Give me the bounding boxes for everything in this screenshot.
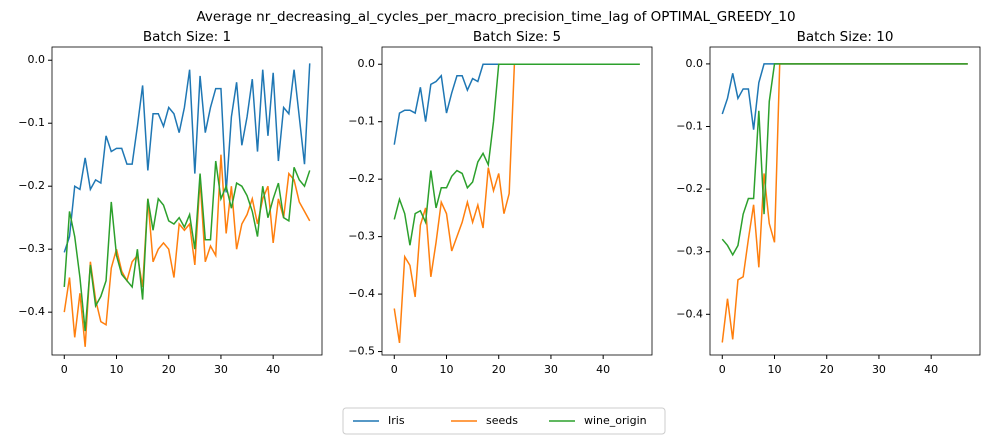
x-tick-label: 20 <box>820 363 834 376</box>
legend-label: wine_origin <box>584 414 647 427</box>
x-tick-label: 30 <box>872 363 886 376</box>
y-tick-label: −0.1 <box>18 116 45 129</box>
y-tick-label: −0.2 <box>18 179 45 192</box>
plot-area <box>721 63 968 343</box>
data-line <box>393 63 640 246</box>
y-tick-label: −0.4 <box>676 307 703 320</box>
x-tick-label: 0 <box>391 363 398 376</box>
x-tick-label: 0 <box>61 363 68 376</box>
axes-frame <box>51 46 323 356</box>
x-tick-label: 10 <box>767 363 781 376</box>
data-line <box>721 63 968 343</box>
x-tick-label: 30 <box>214 363 228 376</box>
y-tick-label: −0.1 <box>348 115 375 128</box>
x-tick-label: 20 <box>492 363 506 376</box>
y-tick-label: −0.5 <box>348 345 375 358</box>
axes-frame <box>709 46 981 356</box>
y-tick-label: 0.0 <box>686 57 704 70</box>
plot-area <box>393 63 640 344</box>
subplot-title: Batch Size: 1 <box>143 29 231 45</box>
x-tick-label: 0 <box>719 363 726 376</box>
axes-frame <box>381 46 653 356</box>
figure-title: Average nr_decreasing_al_cycles_per_macr… <box>196 9 795 25</box>
data-line <box>393 63 640 145</box>
y-tick-label: −0.3 <box>676 245 703 258</box>
legend-box <box>342 407 666 435</box>
y-tick-label: −0.2 <box>676 182 703 195</box>
x-tick-label: 30 <box>544 363 558 376</box>
data-line <box>63 160 311 332</box>
data-line <box>721 63 968 257</box>
legend-label: seeds <box>486 414 518 427</box>
x-tick-label: 10 <box>439 363 453 376</box>
x-tick-label: 40 <box>266 363 280 376</box>
plot-area <box>63 63 311 347</box>
y-tick-label: 0.0 <box>28 53 46 66</box>
x-tick-label: 10 <box>109 363 123 376</box>
subplot-title: Batch Size: 10 <box>797 29 894 45</box>
x-tick-label: 40 <box>596 363 610 376</box>
data-line <box>393 63 640 344</box>
data-line <box>63 63 311 253</box>
x-tick-label: 40 <box>924 363 938 376</box>
data-line <box>63 154 311 347</box>
y-tick-label: −0.4 <box>18 305 45 318</box>
y-tick-label: −0.1 <box>676 120 703 133</box>
y-tick-label: −0.4 <box>348 287 375 300</box>
x-tick-label: 20 <box>162 363 176 376</box>
y-tick-label: −0.2 <box>348 172 375 185</box>
legend-label: Iris <box>388 414 405 427</box>
y-tick-label: 0.0 <box>358 57 376 70</box>
y-tick-label: −0.3 <box>18 242 45 255</box>
y-tick-label: −0.3 <box>348 230 375 243</box>
subplot-title: Batch Size: 5 <box>473 29 561 45</box>
